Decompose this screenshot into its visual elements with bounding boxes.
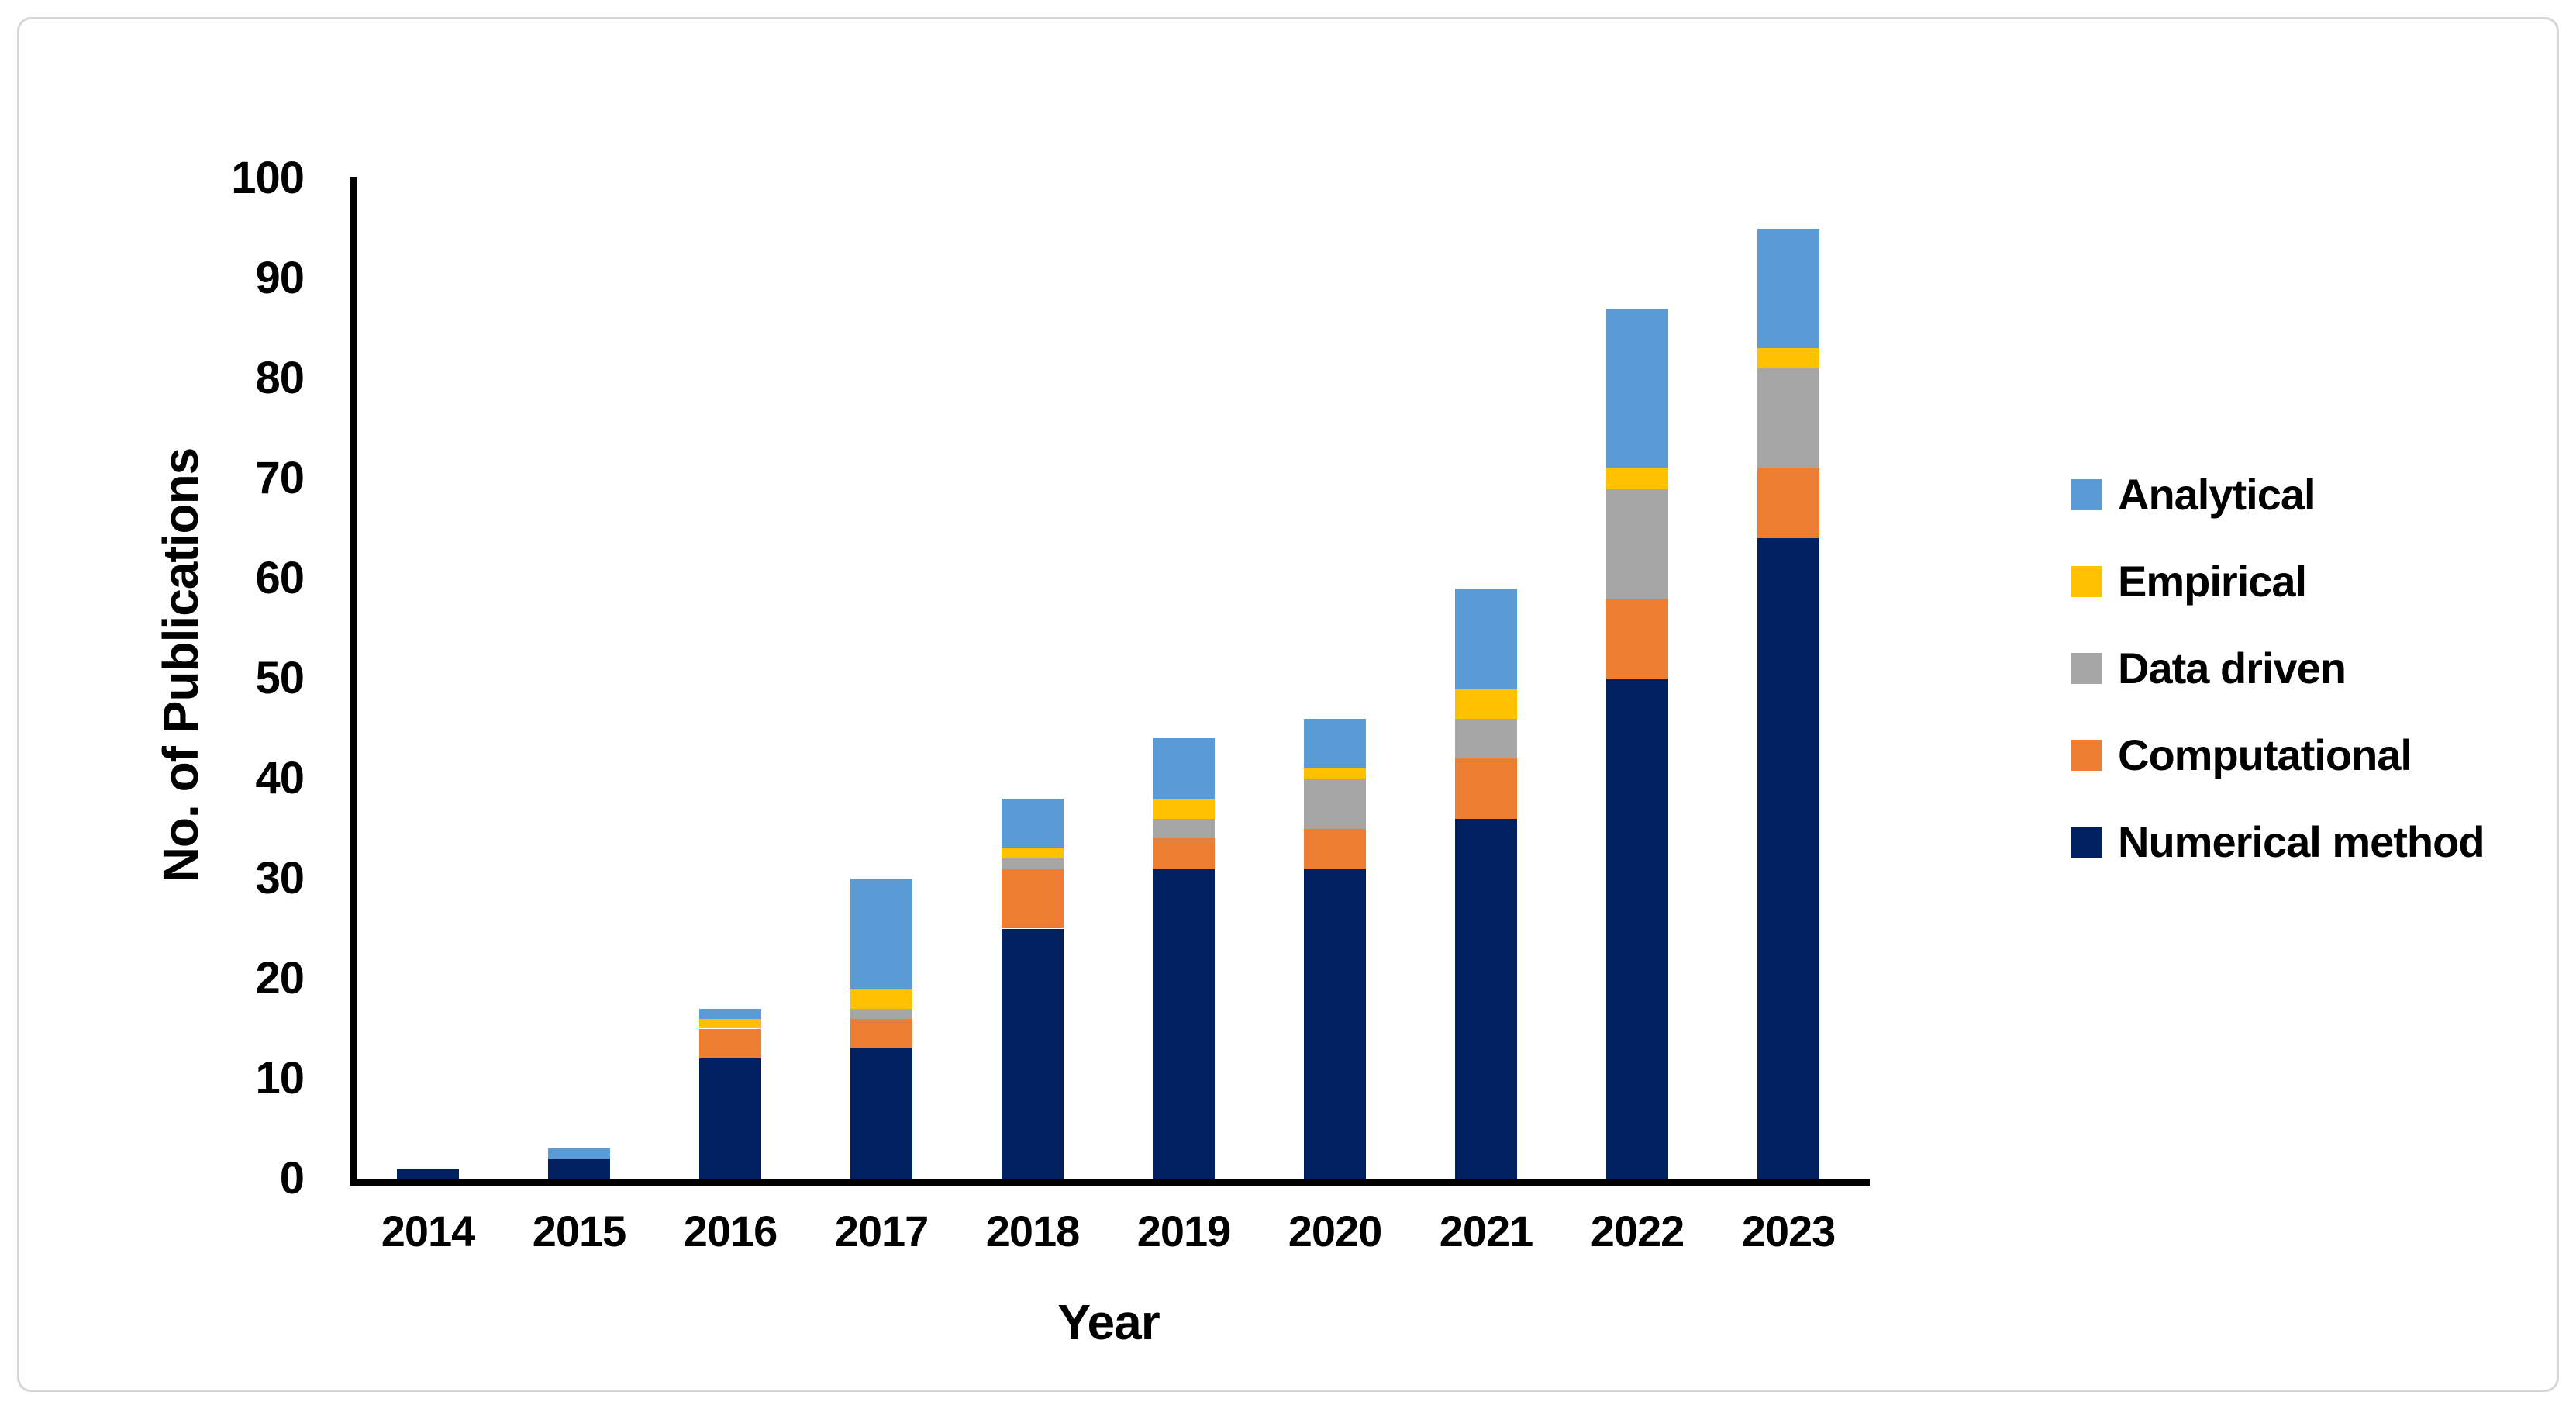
bar-segment-empirical-2021 [1455, 688, 1517, 719]
legend-item-computational: Computational [2071, 734, 2412, 777]
legend-swatch-numerical-method [2071, 827, 2102, 858]
bar-segment-analytical-2018 [1002, 798, 1064, 849]
legend-item-analytical: Analytical [2071, 473, 2316, 516]
bar-segment-data-driven-2018 [1002, 858, 1064, 869]
bar-segment-data-driven-2023 [1757, 368, 1819, 469]
legend-item-data-driven: Data driven [2071, 644, 2347, 692]
legend-label-data-driven: Data driven [2118, 644, 2347, 692]
y-axis-tick-label-50: 50 [255, 653, 305, 703]
bar-2016 [699, 0, 761, 1179]
bar-2019 [1153, 0, 1215, 1179]
bar-segment-computational-2020 [1304, 828, 1366, 869]
y-axis-tick-label-60: 60 [255, 553, 305, 603]
bar-segment-numerical-method-2016 [699, 1058, 761, 1179]
bar-segment-analytical-2015 [548, 1148, 610, 1159]
bar-2021 [1455, 0, 1517, 1179]
bar-segment-empirical-2018 [1002, 848, 1064, 859]
bar-2015 [548, 0, 610, 1179]
bar-segment-analytical-2016 [699, 1008, 761, 1019]
legend-swatch-computational [2071, 740, 2102, 771]
bar-segment-data-driven-2020 [1304, 779, 1366, 829]
x-axis-category-label-2023: 2023 [1741, 1207, 1836, 1255]
legend-swatch-analytical [2071, 479, 2102, 510]
y-axis-tick-label-10: 10 [255, 1053, 305, 1103]
y-axis-tick-label-80: 80 [255, 353, 305, 403]
bar-segment-analytical-2023 [1757, 228, 1819, 349]
figure-border [17, 17, 2559, 1392]
x-axis-category-label-2021: 2021 [1439, 1207, 1534, 1255]
x-axis-title: Year [1057, 1294, 1160, 1350]
bar-segment-data-driven-2021 [1455, 718, 1517, 759]
bar-segment-empirical-2016 [699, 1018, 761, 1029]
y-axis-tick-label-70: 70 [255, 453, 305, 503]
bar-segment-numerical-method-2021 [1455, 818, 1517, 1179]
bar-segment-computational-2016 [699, 1028, 761, 1059]
legend-label-empirical: Empirical [2118, 557, 2307, 606]
bar-segment-empirical-2022 [1606, 468, 1668, 489]
x-axis-category-label-2019: 2019 [1136, 1207, 1232, 1255]
bar-segment-empirical-2019 [1153, 798, 1215, 819]
x-axis-category-label-2020: 2020 [1288, 1207, 1383, 1255]
bar-segment-data-driven-2019 [1153, 818, 1215, 839]
y-axis-line [350, 177, 357, 1183]
y-axis-tick-label-30: 30 [255, 853, 305, 903]
bar-segment-data-driven-2017 [850, 1008, 912, 1019]
y-axis-tick-label-100: 100 [231, 153, 305, 203]
bar-segment-computational-2021 [1455, 758, 1517, 819]
bar-segment-numerical-method-2020 [1304, 869, 1366, 1179]
bar-segment-numerical-method-2014 [397, 1169, 459, 1179]
bar-segment-analytical-2020 [1304, 718, 1366, 769]
legend-label-analytical: Analytical [2118, 470, 2316, 519]
bar-segment-computational-2022 [1606, 598, 1668, 679]
bar-segment-numerical-method-2015 [548, 1159, 610, 1179]
x-axis-category-label-2014: 2014 [381, 1207, 476, 1255]
legend-swatch-empirical [2071, 566, 2102, 597]
x-axis-category-label-2018: 2018 [985, 1207, 1081, 1255]
legend-item-numerical-method: Numerical method [2071, 820, 2485, 864]
legend-label-numerical-method: Numerical method [2118, 817, 2485, 866]
bar-segment-analytical-2017 [850, 879, 912, 989]
bar-segment-empirical-2023 [1757, 348, 1819, 369]
x-axis-category-label-2016: 2016 [683, 1207, 778, 1255]
bar-segment-numerical-method-2022 [1606, 679, 1668, 1179]
y-axis-tick-label-40: 40 [255, 753, 305, 803]
bar-segment-numerical-method-2019 [1153, 869, 1215, 1179]
bar-2014 [397, 0, 459, 1179]
bar-segment-computational-2019 [1153, 838, 1215, 869]
y-axis-tick-label-0: 0 [279, 1153, 305, 1204]
bar-segment-computational-2017 [850, 1018, 912, 1049]
bar-segment-empirical-2017 [850, 988, 912, 1009]
bar-2017 [850, 0, 912, 1179]
bar-segment-computational-2018 [1002, 869, 1064, 929]
bar-2022 [1606, 0, 1668, 1179]
legend-label-computational: Computational [2118, 730, 2412, 779]
bar-2018 [1002, 0, 1064, 1179]
y-axis-title: No. of Publications [153, 447, 209, 883]
legend-item-empirical: Empirical [2071, 557, 2307, 606]
x-axis-category-label-2015: 2015 [532, 1207, 627, 1255]
x-axis-category-label-2017: 2017 [834, 1207, 929, 1255]
bar-segment-analytical-2021 [1455, 588, 1517, 689]
y-axis-tick-label-20: 20 [255, 953, 305, 1003]
bar-segment-data-driven-2022 [1606, 488, 1668, 599]
x-axis-line [350, 1179, 1870, 1186]
legend-swatch-data-driven [2071, 653, 2102, 684]
bar-segment-numerical-method-2023 [1757, 538, 1819, 1179]
x-axis-category-label-2022: 2022 [1590, 1207, 1685, 1255]
bar-segment-numerical-method-2018 [1002, 928, 1064, 1179]
bar-2023 [1757, 0, 1819, 1179]
bar-segment-empirical-2020 [1304, 768, 1366, 779]
bar-segment-analytical-2019 [1153, 738, 1215, 799]
y-axis-tick-label-90: 90 [255, 253, 305, 303]
bar-segment-computational-2023 [1757, 468, 1819, 539]
bar-segment-numerical-method-2017 [850, 1048, 912, 1179]
bar-segment-analytical-2022 [1606, 308, 1668, 469]
bar-2020 [1304, 0, 1366, 1179]
